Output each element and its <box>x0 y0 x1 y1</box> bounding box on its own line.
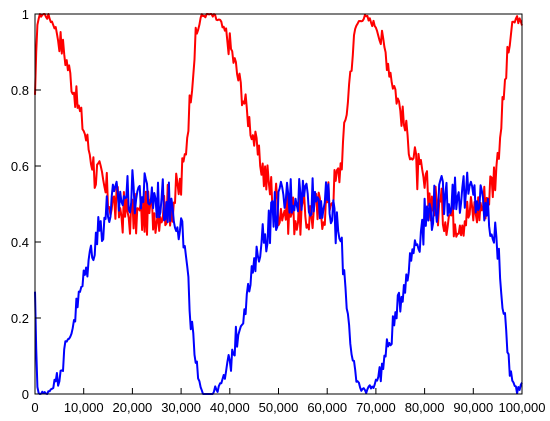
y-tick-label: 0.2 <box>11 311 29 326</box>
x-tick-label: 90,000 <box>453 400 493 415</box>
x-tick-label: 70,000 <box>356 400 396 415</box>
y-tick-label: 0.4 <box>11 235 29 250</box>
series-red-line <box>34 13 523 238</box>
y-axis: 0 0.2 0.4 0.6 0.8 1 <box>11 7 41 402</box>
x-tick-label: 30,000 <box>161 400 201 415</box>
x-tick-label: 10,000 <box>64 400 104 415</box>
x-axis: 0 10,000 20,000 30,000 40,000 50,000 60,000 70,… <box>31 388 546 415</box>
x-tick-label: 20,000 <box>113 400 153 415</box>
series-blue-line <box>34 169 523 395</box>
x-tick-label: 80,000 <box>405 400 445 415</box>
y-tick-label: 0.6 <box>11 159 29 174</box>
x-tick-label: 100,000 <box>499 400 546 415</box>
x-tick-label: 50,000 <box>259 400 299 415</box>
y-tick-label: 0 <box>22 387 29 402</box>
x-tick-label: 0 <box>31 400 38 415</box>
y-tick-label: 1 <box>22 7 29 22</box>
series-layer <box>34 13 523 395</box>
x-tick-label: 40,000 <box>210 400 250 415</box>
y-tick-label: 0.8 <box>11 83 29 98</box>
x-tick-label: 60,000 <box>307 400 347 415</box>
